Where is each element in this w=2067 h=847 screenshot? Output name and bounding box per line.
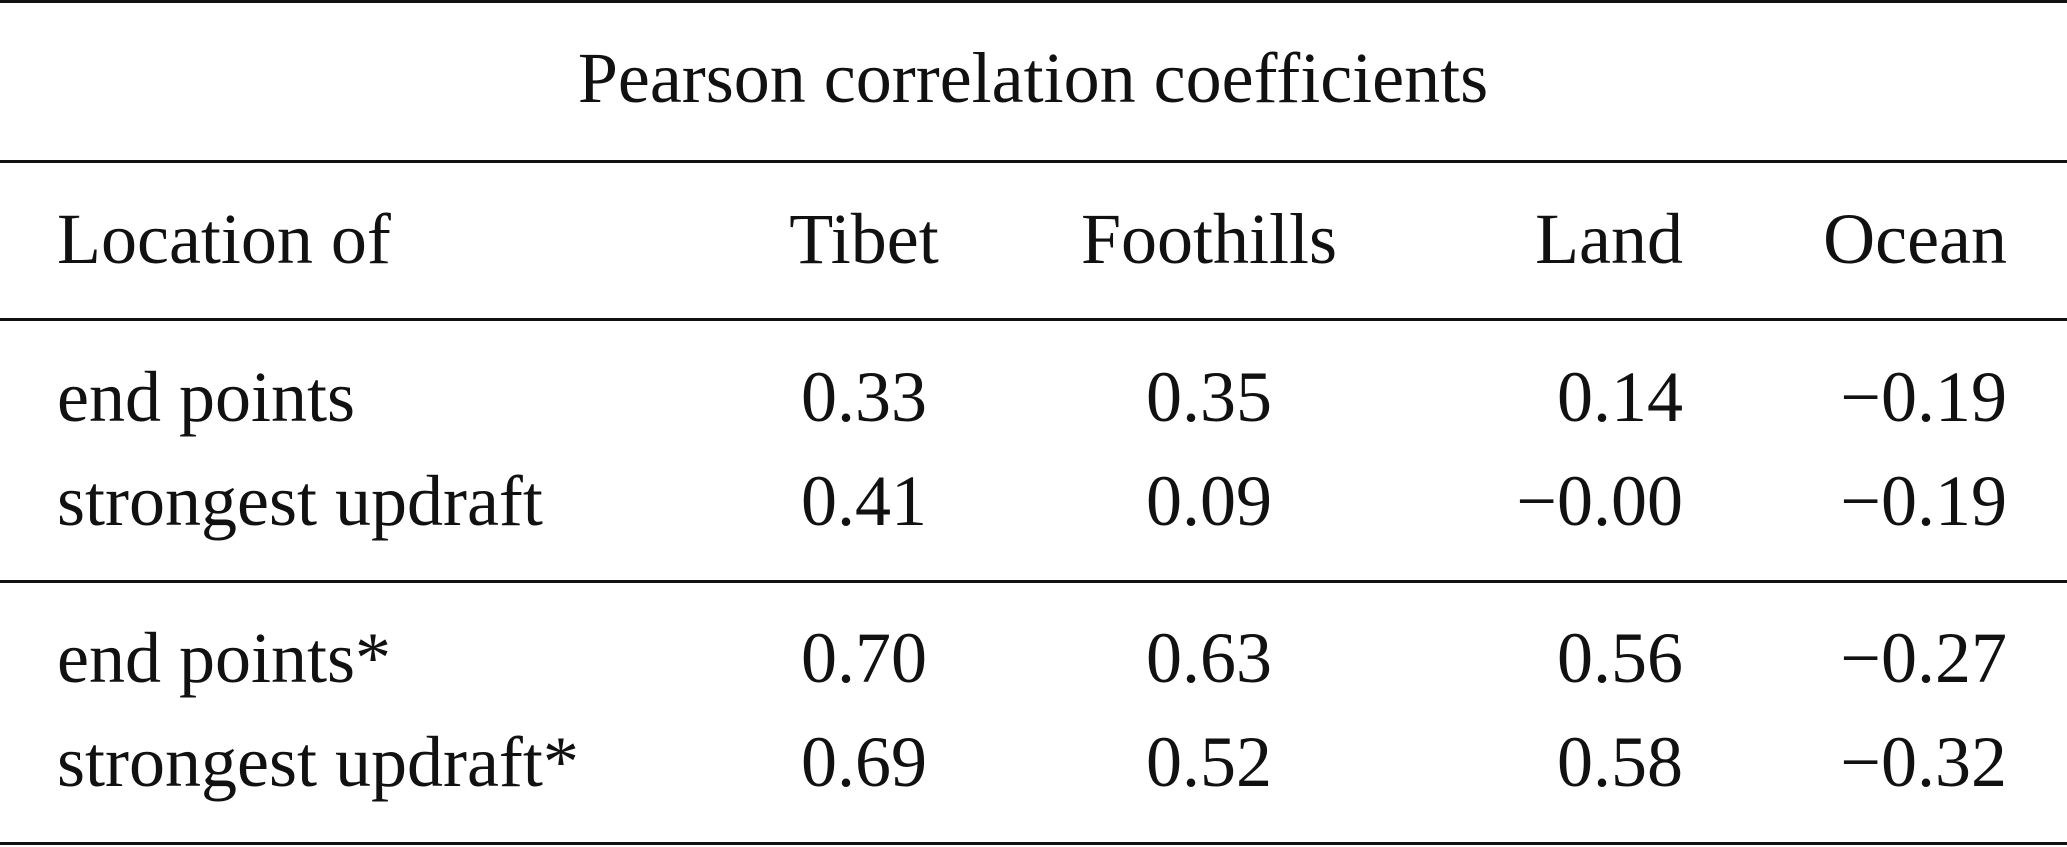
caption-rule — [0, 160, 2067, 163]
cell-foothills: 0.35 — [1146, 357, 1272, 437]
header-land: Land — [1535, 199, 1683, 279]
header-row-label: Location of — [57, 199, 391, 279]
cell-ocean: −0.27 — [1840, 618, 2007, 698]
cell-land: 0.56 — [1557, 618, 1683, 698]
row-label: end points* — [57, 618, 391, 698]
cell-tibet: 0.69 — [801, 722, 927, 802]
cell-ocean: −0.32 — [1840, 722, 2007, 802]
header-rule — [0, 318, 2067, 321]
cell-foothills: 0.63 — [1146, 618, 1272, 698]
cell-ocean: −0.19 — [1840, 461, 2007, 541]
cell-land: 0.14 — [1557, 357, 1683, 437]
cell-foothills: 0.09 — [1146, 461, 1272, 541]
cell-tibet: 0.70 — [801, 618, 927, 698]
cell-tibet: 0.33 — [801, 357, 927, 437]
cell-foothills: 0.52 — [1146, 722, 1272, 802]
cell-tibet: 0.41 — [801, 461, 927, 541]
header-tibet: Tibet — [789, 199, 939, 279]
header-foothills: Foothills — [1080, 199, 1338, 279]
bottom-rule — [0, 842, 2067, 845]
table-caption: Pearson correlation coefficients — [577, 38, 1489, 118]
cell-ocean: −0.19 — [1840, 357, 2007, 437]
cell-land: 0.58 — [1557, 722, 1683, 802]
row-label: end points — [57, 357, 355, 437]
group-rule — [0, 580, 2067, 583]
top-rule — [0, 0, 2067, 3]
row-label: strongest updraft* — [57, 722, 579, 802]
header-ocean: Ocean — [1823, 199, 2007, 279]
cell-land: −0.00 — [1516, 461, 1683, 541]
row-label: strongest updraft — [57, 461, 543, 541]
